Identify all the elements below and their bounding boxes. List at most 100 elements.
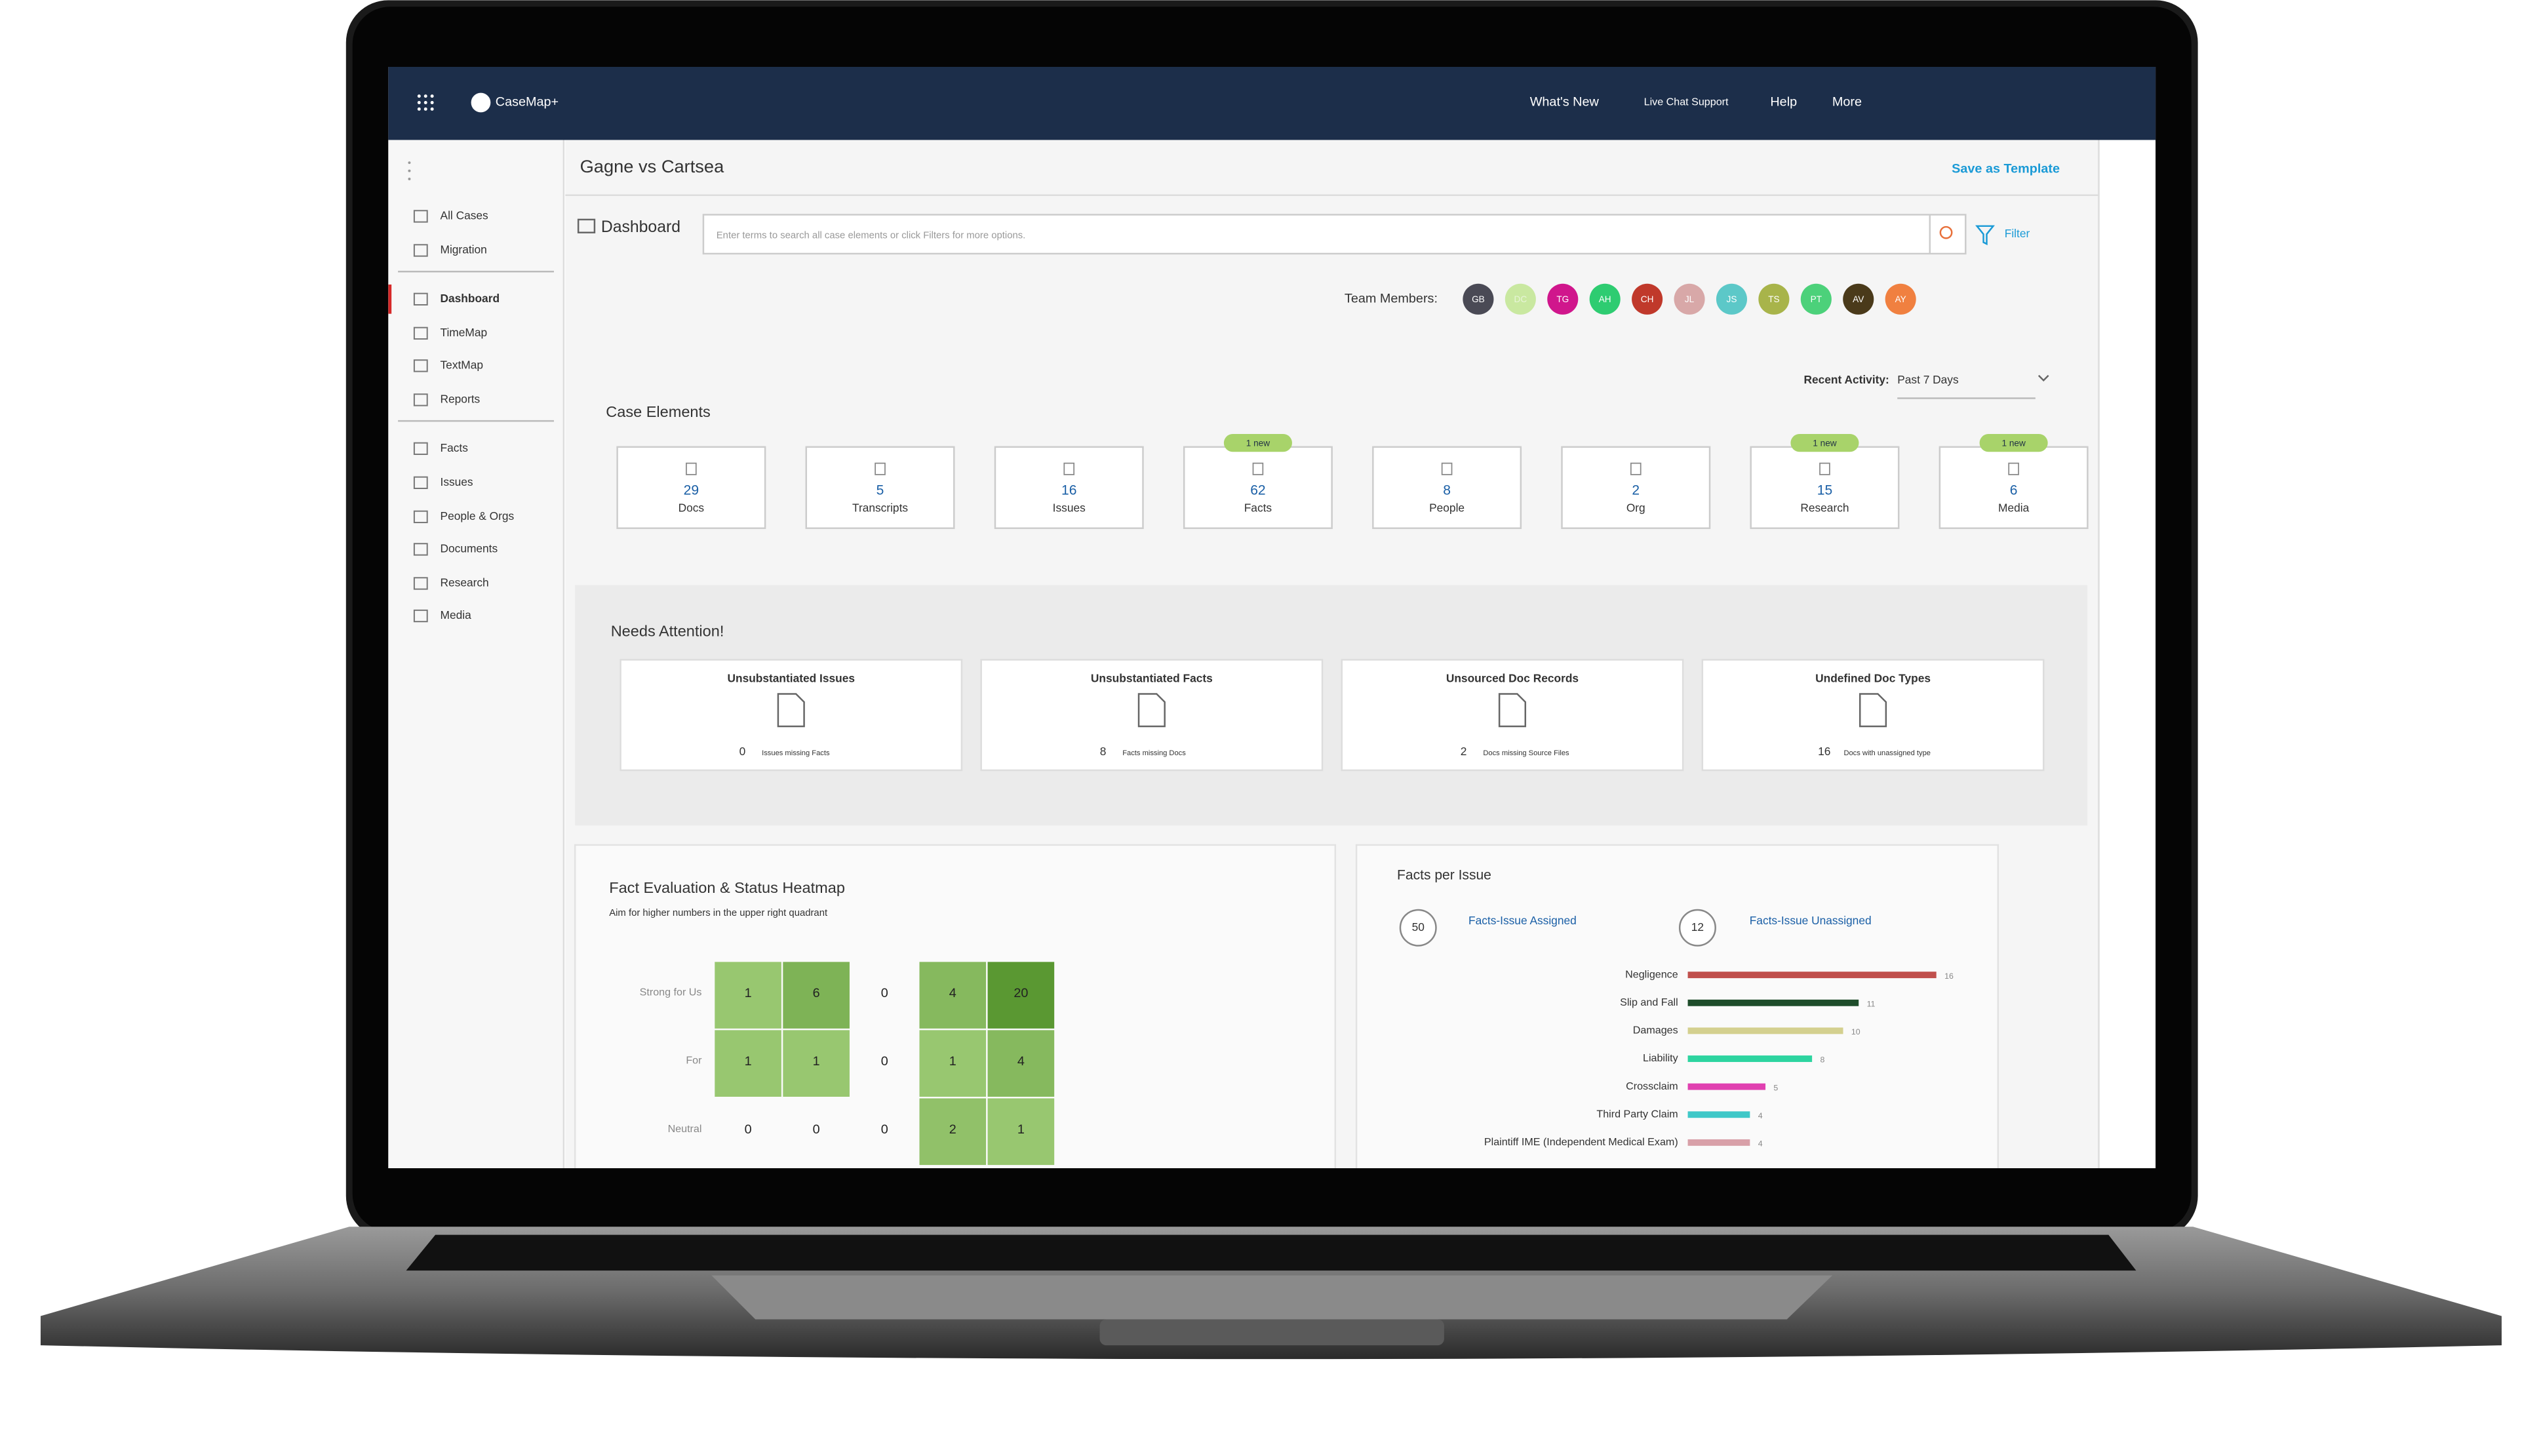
heatmap-value: 20 — [1014, 986, 1028, 1000]
save-template[interactable]: Save as Template — [1952, 161, 2060, 176]
avatar-initials: GB — [1472, 294, 1485, 304]
avatar[interactable] — [1632, 283, 1663, 315]
sidebar-item[interactable]: Migration — [441, 243, 487, 256]
avatar[interactable] — [1843, 283, 1874, 315]
attention-note: Docs with unassigned type — [1843, 749, 1931, 757]
nav-link[interactable]: Live Chat Support — [1644, 96, 1729, 108]
sidebar-item[interactable]: Documents — [441, 542, 498, 555]
heatmap-value: 1 — [1017, 1122, 1025, 1137]
sidebar-item[interactable]: All Cases — [441, 209, 489, 222]
sidebar-icon — [413, 442, 428, 455]
trackpad — [711, 1275, 1833, 1320]
element-icon — [875, 462, 886, 475]
panel-title: Facts per Issue — [1397, 868, 1491, 883]
sidebar-item[interactable]: TextMap — [441, 359, 484, 372]
sidebar-icon — [413, 476, 428, 489]
heatmap-value: 0 — [881, 986, 888, 1000]
search-placeholder[interactable]: Enter terms to search all case elements … — [717, 231, 1026, 241]
facts-panel — [1355, 844, 1999, 1169]
avatar[interactable] — [1463, 283, 1494, 315]
sidebar-icon — [413, 292, 428, 305]
avatar[interactable] — [1716, 283, 1748, 315]
heatmap-cell — [987, 1098, 1055, 1166]
element-card[interactable] — [1372, 446, 1522, 529]
avatar[interactable] — [1505, 283, 1536, 315]
sidebar-icon — [413, 577, 428, 590]
new-badge-text: 1 new — [1813, 438, 1836, 448]
element-label: Media — [1998, 502, 2030, 515]
heatmap-cell — [987, 962, 1055, 1029]
search-icon[interactable] — [1939, 226, 1953, 239]
section-title: Case Elements — [606, 403, 711, 420]
nav-link[interactable]: More — [1832, 95, 1862, 109]
toolbar-label: Dashboard — [601, 218, 680, 236]
heatmap-cell — [987, 1030, 1055, 1097]
sidebar-item[interactable]: Research — [441, 576, 489, 589]
heatmap-value: 1 — [813, 1054, 820, 1069]
filter-button[interactable]: Filter — [2005, 227, 2030, 240]
unassigned-label[interactable]: Facts-Issue Unassigned — [1750, 914, 1872, 927]
element-card[interactable] — [616, 446, 766, 529]
attention-card[interactable] — [980, 659, 1324, 772]
count-circle — [1678, 909, 1716, 947]
avatar-initials: CH — [1641, 294, 1654, 304]
element-card[interactable] — [1750, 446, 1900, 529]
nav-link[interactable]: What's New — [1530, 95, 1600, 109]
bar — [1687, 1055, 1813, 1062]
bar — [1687, 1027, 1843, 1034]
bar-label: Third Party Claim — [1596, 1108, 1678, 1120]
sidebar-item[interactable]: Reports — [441, 393, 481, 406]
heatmap-cell — [783, 1030, 850, 1097]
attention-card[interactable] — [1341, 659, 1684, 772]
element-count: 16 — [1061, 482, 1076, 498]
sidebar-item[interactable]: Issues — [441, 475, 473, 488]
element-count: 62 — [1250, 482, 1265, 498]
app-grid-icon[interactable] — [417, 94, 434, 111]
avatar[interactable] — [1589, 283, 1621, 315]
element-label: Research — [1800, 502, 1849, 515]
heatmap-cell — [919, 1098, 987, 1166]
sidebar-item[interactable]: Facts — [441, 441, 469, 454]
team-label: Team Members: — [1345, 292, 1438, 306]
assigned-count: 50 — [1412, 920, 1425, 934]
element-card[interactable] — [1561, 446, 1711, 529]
assigned-label[interactable]: Facts-Issue Assigned — [1468, 914, 1577, 927]
bar-value: 4 — [1758, 1139, 1763, 1149]
attention-count: 16 — [1818, 745, 1830, 758]
heatmap-cell — [783, 962, 850, 1029]
avatar-initials: PT — [1811, 294, 1822, 304]
sidebar-item[interactable]: People & Orgs — [441, 509, 515, 522]
attention-card[interactable] — [620, 659, 963, 772]
element-card[interactable] — [805, 446, 955, 529]
panel-title: Fact Evaluation & Status Heatmap — [609, 879, 845, 896]
heatmap-value: 1 — [745, 1054, 752, 1069]
avatar[interactable] — [1758, 283, 1790, 315]
new-badge — [1223, 433, 1292, 452]
hinge-notch — [1099, 1319, 1444, 1346]
avatar-initials: AY — [1895, 294, 1906, 304]
sidebar-icon — [413, 210, 428, 223]
search-box[interactable] — [702, 214, 1967, 255]
element-count: 2 — [1632, 482, 1640, 498]
attention-title: Undefined Doc Types — [1815, 672, 1931, 685]
sidebar-item[interactable]: TimeMap — [441, 326, 488, 339]
sidebar-icon — [413, 510, 428, 524]
avatar-initials: AV — [1853, 294, 1864, 304]
sidebar-handle[interactable] — [408, 161, 411, 180]
activity-value[interactable]: Past 7 Days — [1897, 373, 1959, 386]
avatar[interactable] — [1547, 283, 1579, 315]
sidebar-item[interactable]: Media — [441, 608, 472, 621]
element-card[interactable] — [994, 446, 1144, 529]
case-title: Gagne vs Cartsea — [580, 156, 724, 176]
activity-chevron[interactable] — [2037, 374, 2049, 382]
sidebar-item[interactable]: Dashboard — [441, 292, 500, 305]
attention-card[interactable] — [1701, 659, 2045, 772]
avatar[interactable] — [1674, 283, 1705, 315]
attention-icon — [1498, 693, 1527, 728]
nav-link[interactable]: Help — [1770, 95, 1797, 109]
attention-icon — [1137, 693, 1166, 728]
bar-value: 8 — [1821, 1055, 1825, 1065]
avatar[interactable] — [1885, 283, 1916, 315]
avatar[interactable] — [1800, 283, 1832, 315]
